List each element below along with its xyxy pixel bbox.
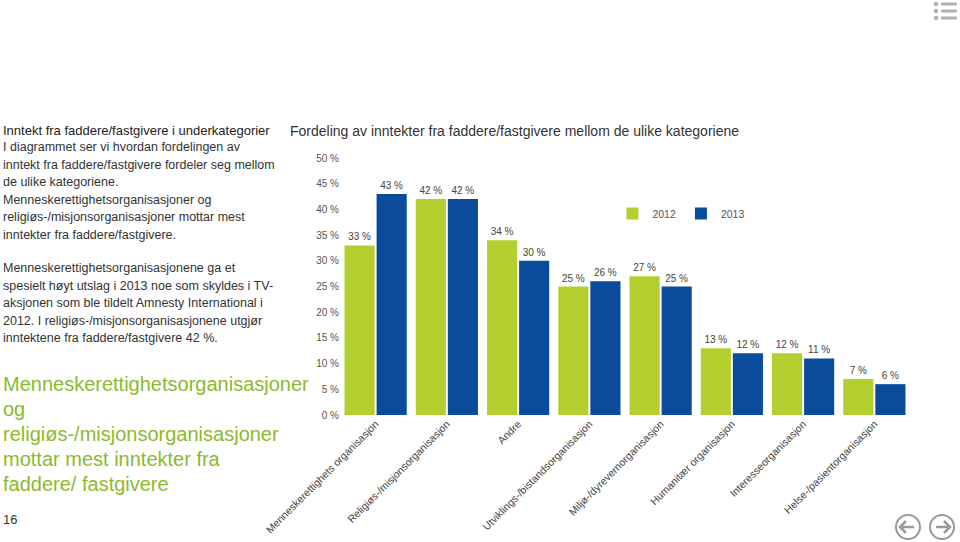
html-text:16: 16 <box>3 512 18 527</box>
svg-text:7 %: 7 % <box>850 365 867 376</box>
svg-text:Religiøs-/misjonsorganisasjon: Religiøs-/misjonsorganisasjon <box>345 418 452 525</box>
svg-text:30 %: 30 % <box>316 255 339 266</box>
svg-text:50 %: 50 % <box>316 153 339 164</box>
svg-text:12 %: 12 % <box>776 339 799 350</box>
svg-text:0 %: 0 % <box>322 410 339 421</box>
svg-text:26 %: 26 % <box>594 267 617 278</box>
svg-text:42 %: 42 % <box>419 185 442 196</box>
html-text:Menneskerettighetsorganisasjon: Menneskerettighetsorganisasjoner og reli… <box>3 373 309 495</box>
svg-text:Humanitær organisasjon: Humanitær organisasjon <box>648 418 737 507</box>
svg-text:40 %: 40 % <box>316 204 339 215</box>
svg-text:Helse-/pasientorganisasjon: Helse-/pasientorganisasjon <box>781 418 879 516</box>
html-text:I diagrammet ser vi hvordan fo: I diagrammet ser vi hvordan fordelingen … <box>3 140 275 242</box>
svg-text:6 %: 6 % <box>882 370 899 381</box>
svg-text:Miljø-/dyrevernorganisasjon: Miljø-/dyrevernorganisasjon <box>566 418 666 518</box>
svg-text:Utviklings-/bistandsorganisasj: Utviklings-/bistandsorganisasjon <box>480 418 595 533</box>
svg-text:42 %: 42 % <box>451 185 474 196</box>
svg-text:Menneskerettighets organisasjo: Menneskerettighets organisasjon <box>263 418 381 536</box>
svg-text:5 %: 5 % <box>322 384 339 395</box>
svg-text:30 %: 30 % <box>523 247 546 258</box>
svg-text:13 %: 13 % <box>704 334 727 345</box>
svg-text:Interesseorganisasjon: Interesseorganisasjon <box>727 418 808 499</box>
svg-text:Andre: Andre <box>495 418 523 446</box>
svg-text:2013: 2013 <box>721 208 745 220</box>
svg-text:25 %: 25 % <box>316 281 339 292</box>
svg-text:34 %: 34 % <box>491 226 514 237</box>
svg-text:25 %: 25 % <box>665 273 688 284</box>
svg-text:Fordeling av inntekter fra fad: Fordeling av inntekter fra faddere/fastg… <box>290 123 739 139</box>
html-text:Inntekt fra faddere/fastgivere: Inntekt fra faddere/fastgivere i underka… <box>3 123 270 138</box>
svg-text:11 %: 11 % <box>808 344 830 355</box>
svg-text:35 %: 35 % <box>316 230 339 241</box>
svg-text:10 %: 10 % <box>316 358 339 369</box>
svg-text:43 %: 43 % <box>380 180 403 191</box>
svg-text:25 %: 25 % <box>562 273 585 284</box>
svg-text:20 %: 20 % <box>316 307 339 318</box>
svg-text:33 %: 33 % <box>348 231 371 242</box>
svg-text:12 %: 12 % <box>736 339 759 350</box>
svg-text:2012: 2012 <box>652 208 676 220</box>
svg-text:45 %: 45 % <box>316 178 339 189</box>
html-text:Menneskerettighetsorganisasjon: Menneskerettighetsorganisasjonene ga et … <box>3 261 273 345</box>
svg-text:27 %: 27 % <box>633 262 656 273</box>
svg-text:15 %: 15 % <box>316 332 339 343</box>
